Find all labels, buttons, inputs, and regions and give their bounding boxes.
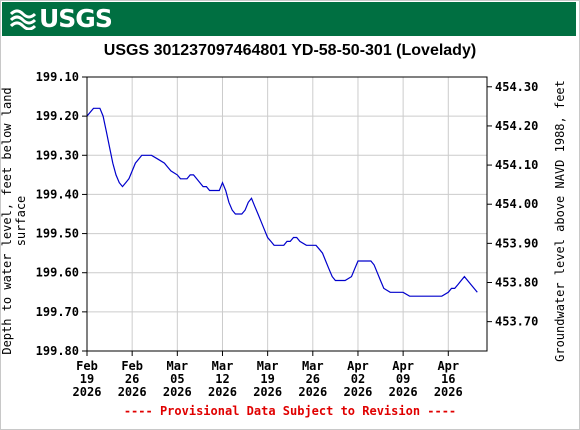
provisional-data-note: ---- Provisional Data Subject to Revisio…	[123, 404, 457, 418]
x-tick-label: 2026	[253, 385, 282, 399]
y-right-tick-label: 454.10	[495, 158, 538, 172]
x-tick-label: 19	[260, 372, 274, 386]
x-tick-label: 19	[80, 372, 94, 386]
x-tick-label: 26	[306, 372, 320, 386]
x-tick-label: Apr	[347, 359, 369, 373]
x-tick-label: 2026	[73, 385, 102, 399]
x-tick-label: 16	[441, 372, 455, 386]
x-tick-label: 09	[396, 372, 410, 386]
x-tick-label: Mar	[257, 359, 279, 373]
x-tick-label: Mar	[302, 359, 324, 373]
x-tick-label: 2026	[163, 385, 192, 399]
y-axis-left-label-line1: Depth to water level, feet below land	[0, 87, 14, 355]
y-right-tick-label: 454.20	[495, 119, 538, 133]
y-axis-left-label-line2: surface	[14, 195, 28, 247]
series-line	[86, 107, 478, 297]
y-left-tick-label: 199.70	[36, 305, 79, 319]
x-tick-label: 05	[170, 372, 184, 386]
y-right-tick-label: 454.00	[495, 197, 538, 211]
x-tick-label: 26	[125, 372, 139, 386]
y-left-tick-label: 199.60	[36, 266, 79, 280]
y-left-tick-label: 199.40	[36, 187, 79, 201]
usgs-logo-text: USGS	[39, 4, 113, 33]
y-right-tick-label: 453.70	[495, 315, 538, 329]
y-left-tick-label: 199.30	[36, 148, 79, 162]
usgs-logo[interactable]: USGS	[10, 4, 113, 33]
x-tick-label: 02	[351, 372, 365, 386]
x-tick-label: Apr	[437, 359, 459, 373]
y-right-tick-label: 453.90	[495, 236, 538, 250]
y-right-tick-label: 453.80	[495, 276, 538, 290]
plot-area	[87, 77, 487, 351]
x-tick-label: Feb	[121, 359, 143, 373]
usgs-wave-icon	[10, 9, 36, 30]
plot-border	[86, 76, 488, 352]
y-axis-left-label: Depth to water level, feet below land su…	[0, 87, 28, 354]
x-tick-label: Mar	[166, 359, 188, 373]
usgs-banner: USGS	[2, 2, 576, 36]
x-tick-label: Feb	[76, 359, 98, 373]
x-tick-label: 2026	[208, 385, 237, 399]
x-tick-label: 2026	[118, 385, 147, 399]
x-tick-label: 2026	[389, 385, 418, 399]
y-left-tick-label: 199.80	[36, 344, 79, 358]
x-tick-label: 2026	[344, 385, 373, 399]
y-right-tick-label: 454.30	[495, 80, 538, 94]
chart-title: USGS 301237097464801 YD-58-50-301 (Lovel…	[103, 42, 477, 59]
x-tick-label: 12	[215, 372, 229, 386]
x-tick-label: 2026	[434, 385, 463, 399]
x-tick-label: 2026	[298, 385, 327, 399]
y-left-tick-label: 199.20	[36, 109, 79, 123]
y-left-tick-label: 199.10	[36, 70, 79, 84]
y-axis-right-label: Groundwater level above NAVD 1988, feet	[553, 80, 567, 362]
y-left-tick-label: 199.50	[36, 227, 79, 241]
x-tick-label: Apr	[392, 359, 414, 373]
x-tick-label: Mar	[212, 359, 234, 373]
